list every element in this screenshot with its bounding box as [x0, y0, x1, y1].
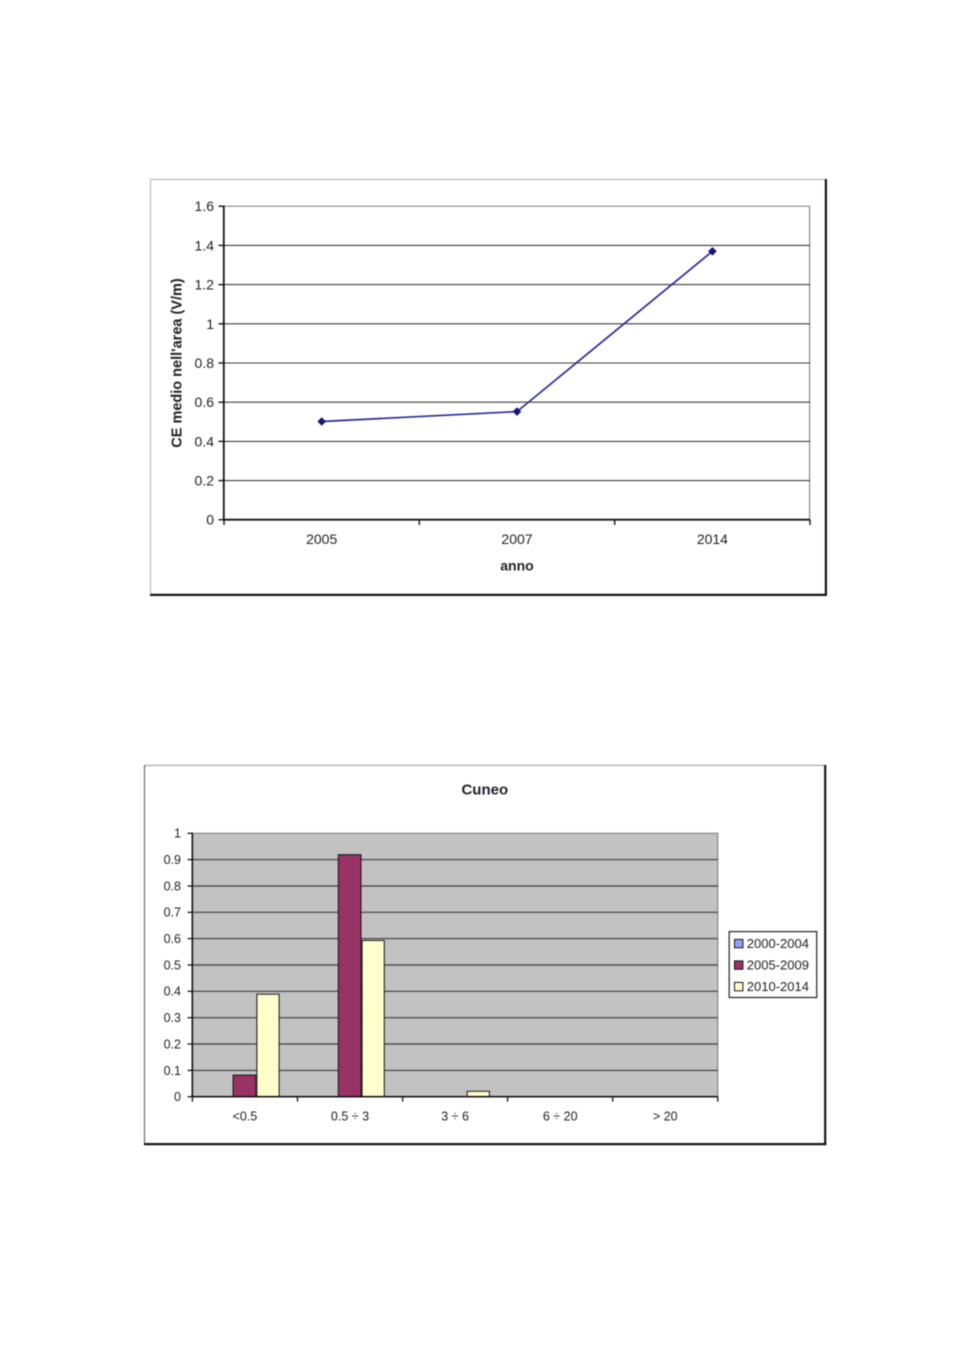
svg-text:0.5 ÷ 3: 0.5 ÷ 3: [331, 1110, 369, 1124]
svg-text:0.5: 0.5: [164, 958, 181, 972]
svg-text:1.2: 1.2: [195, 277, 215, 293]
svg-text:Cuneo: Cuneo: [461, 782, 508, 799]
svg-text:0: 0: [174, 1090, 181, 1104]
svg-text:0: 0: [206, 512, 214, 528]
svg-text:2005: 2005: [306, 531, 337, 547]
svg-text:0.4: 0.4: [195, 433, 215, 449]
svg-text:0.2: 0.2: [195, 473, 215, 489]
svg-text:0.3: 0.3: [164, 1011, 181, 1025]
svg-text:0.8: 0.8: [164, 879, 181, 893]
svg-text:0.6: 0.6: [195, 394, 215, 410]
svg-text:0.8: 0.8: [195, 355, 215, 371]
svg-text:2005-2009: 2005-2009: [747, 958, 809, 973]
svg-text:<0.5: <0.5: [233, 1110, 258, 1124]
svg-text:2007: 2007: [501, 531, 532, 547]
svg-text:0.2: 0.2: [164, 1037, 181, 1051]
svg-text:0.7: 0.7: [164, 906, 181, 920]
svg-text:0.1: 0.1: [164, 1064, 181, 1078]
svg-text:0.6: 0.6: [164, 932, 181, 946]
svg-text:1.4: 1.4: [195, 237, 215, 253]
svg-text:0.9: 0.9: [164, 853, 181, 867]
svg-text:anno: anno: [500, 557, 533, 573]
svg-text:3 ÷ 6: 3 ÷ 6: [441, 1110, 469, 1124]
svg-text:0.4: 0.4: [164, 985, 181, 999]
svg-text:1: 1: [206, 316, 214, 332]
svg-text:1.6: 1.6: [195, 198, 215, 214]
svg-text:2010-2014: 2010-2014: [747, 979, 809, 994]
svg-text:1: 1: [174, 827, 181, 841]
svg-text:2014: 2014: [697, 531, 728, 547]
svg-text:CE medio nell'area (V/m): CE medio nell'area (V/m): [170, 278, 186, 448]
svg-text:6 ÷ 20: 6 ÷ 20: [543, 1110, 578, 1124]
svg-text:> 20: > 20: [653, 1110, 678, 1124]
svg-text:2000-2004: 2000-2004: [747, 936, 809, 951]
